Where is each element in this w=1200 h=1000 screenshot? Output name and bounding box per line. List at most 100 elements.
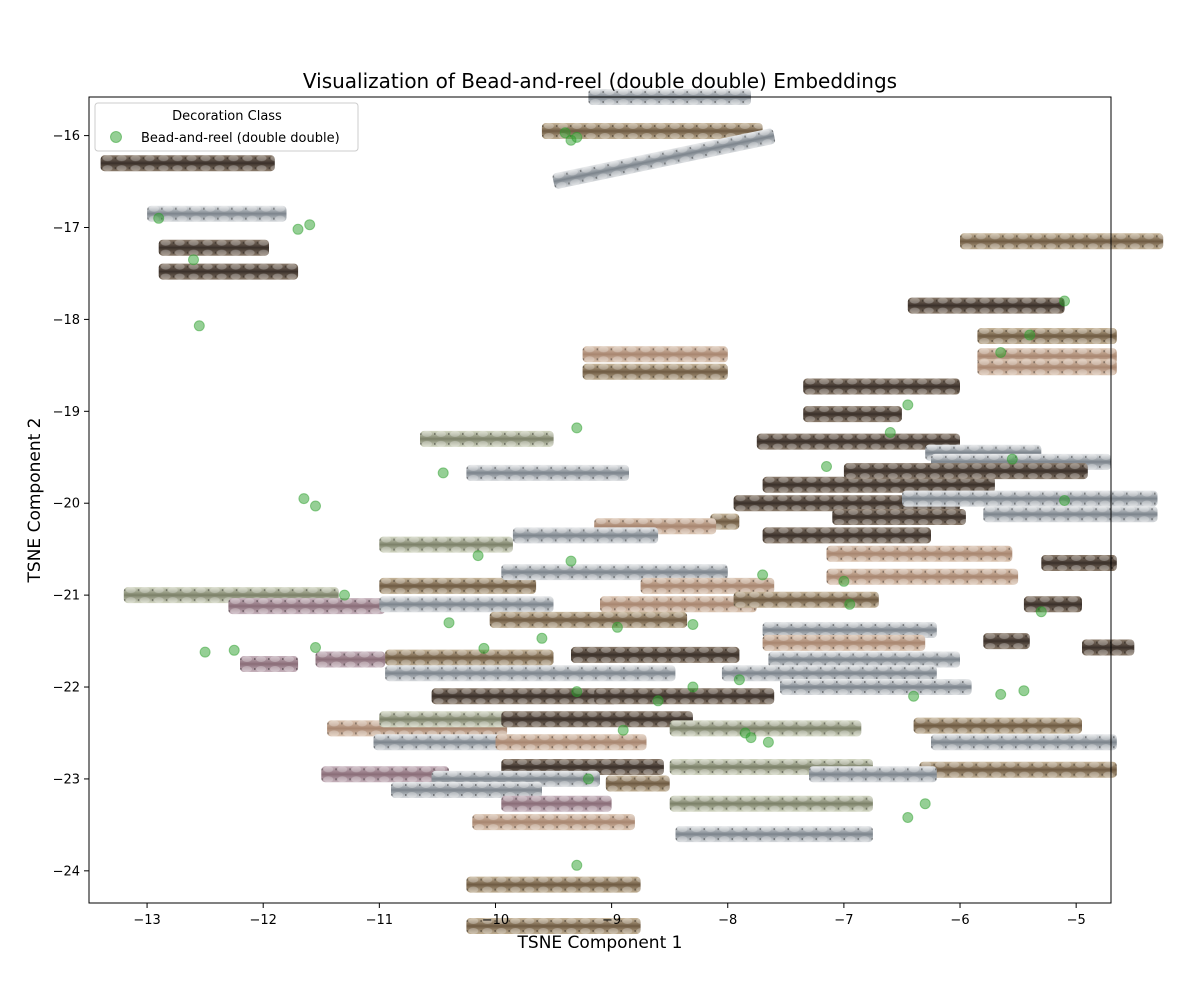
embedding-thumbnail [466,918,641,934]
embedding-thumbnail [571,646,740,663]
embedding-thumbnail [582,363,728,380]
y-axis-ticks: −16 −17 −18 −19 −20 −21 −22 −23 −24 [53,129,89,879]
y-tick-label: −22 [53,681,80,696]
data-point [339,589,350,601]
data-point [298,493,310,505]
embedding-thumbnail [240,656,299,672]
thumbnail-bead-pattern [582,363,728,380]
data-point [571,422,583,434]
thumbnail-bead-pattern [710,513,740,530]
thumbnail-bead-pattern [489,611,688,628]
data-point [536,632,548,644]
data-point [617,724,629,736]
thumbnail-bead-pattern [809,766,937,783]
data-point [565,134,577,146]
data-point [310,642,321,653]
x-tick-label: −11 [366,913,393,928]
thumbnail-bead-pattern [669,720,862,737]
embedding-thumbnail [431,688,618,705]
thumbnail-bead-pattern [228,598,386,615]
embedding-thumbnail [379,577,537,594]
data-point [919,798,931,810]
data-point [652,695,664,707]
legend-title: Decoration Class [172,109,282,124]
thumbnail-bead-pattern [721,665,937,682]
data-point [902,812,914,823]
embedding-thumbnail [977,359,1117,376]
data-point [687,681,699,693]
embedding-thumbnail [756,433,960,450]
embedding-thumbnail [832,509,966,525]
embedding-thumbnail [501,711,693,728]
embedding-thumbnail [100,155,275,172]
thumbnail-bead-pattern [321,766,449,783]
legend-series-label: Bead-and-reel (double double) [141,131,340,146]
thumbnail-bead-pattern [907,297,1065,314]
embedding-thumbnail [379,596,554,613]
embedding-thumbnail [977,328,1117,344]
thumbnail-bead-pattern [931,734,1117,751]
embedding-thumbnail [605,775,670,792]
x-tick-label: −8 [718,913,737,928]
embedding-thumbnail [385,665,676,682]
data-point [1024,329,1036,341]
data-point [472,550,484,562]
x-axis-ticks: −13 −12 −11 −10 −9 −8 −7 −6 −5 [133,903,1086,928]
embedding-thumbnail [826,568,1019,585]
thumbnail-bead-pattern [472,814,635,831]
thumbnail-bead-pattern [762,622,937,638]
data-point [1006,453,1018,465]
thumbnail-bead-pattern [391,782,542,798]
thumbnail-bead-pattern [501,795,612,812]
embedding-thumbnail [675,826,873,843]
y-tick-label: −16 [53,129,80,144]
data-point [310,500,321,512]
thumbnail-bead-pattern [541,123,763,139]
thumbnail-bead-pattern [385,665,676,682]
embedding-thumbnail [843,463,1088,480]
data-point [762,736,774,748]
thumbnail-bead-pattern [733,591,879,608]
thumbnail-bead-pattern [512,527,659,544]
thumbnail-bead-pattern [466,876,641,893]
data-point [1059,295,1070,307]
thumbnail-bead-pattern [983,633,1030,650]
y-tick-label: −21 [53,589,80,604]
embedding-thumbnail [158,263,299,280]
data-point [884,427,896,438]
embedding-thumbnail [803,378,960,395]
x-tick-label: −5 [1067,913,1086,928]
x-tick-label: −6 [950,913,969,928]
thumbnail-bead-pattern [1041,555,1117,571]
embedding-thumbnail [1082,639,1135,656]
embedding-thumbnail [907,297,1065,314]
thumbnail-bead-pattern [501,564,728,581]
embedding-thumbnail [541,123,763,139]
y-tick-label: −18 [53,313,80,328]
data-point [844,598,856,610]
embedding-thumbnail [1023,596,1082,613]
thumbnail-bead-pattern [605,775,670,792]
data-point [193,320,205,332]
data-point [199,646,211,658]
data-point [745,732,757,744]
thumbnail-bead-pattern [826,568,1019,585]
thumbnail-bead-pattern [919,761,1117,778]
embedding-thumbnail [983,506,1158,523]
embedding-thumbnail [228,598,386,615]
embedding-thumbnail [321,766,449,783]
data-point [571,859,583,871]
thumbnail-bead-pattern [571,646,740,663]
thumbnail-bead-pattern [431,688,618,705]
thumbnail-bead-pattern [756,433,960,450]
embedding-thumbnail [472,814,635,831]
data-point [687,619,699,630]
embedding-thumbnail [762,527,931,544]
thumbnail-bead-pattern [373,734,519,751]
embedding-thumbnail [501,564,728,581]
thumbnail-bead-pattern [762,634,926,651]
thumbnail-bead-pattern [466,918,641,934]
embedding-thumbnail [552,128,776,189]
data-point [733,674,745,686]
data-point [908,690,920,702]
